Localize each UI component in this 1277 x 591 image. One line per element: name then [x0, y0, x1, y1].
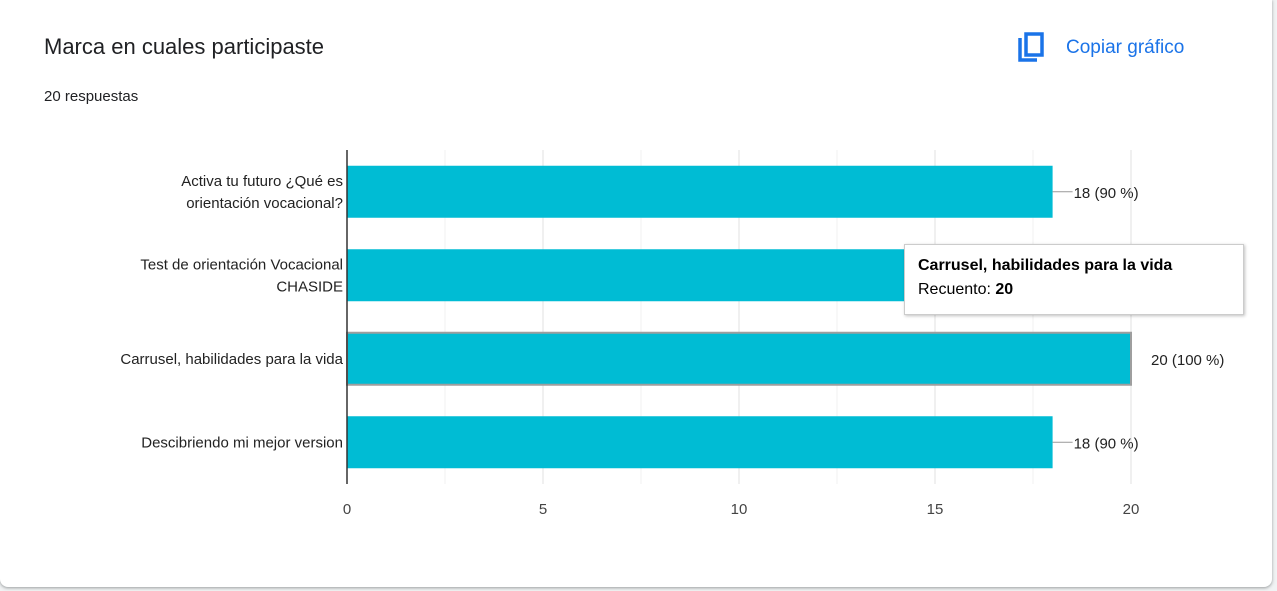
tooltip-count: Recuento: 20 [918, 281, 1243, 299]
copy-chart-label: Copiar gráfico [1066, 37, 1185, 58]
tooltip-title: Carrusel, habilidades para la vida [918, 257, 1173, 274]
category-label: Activa tu futuro ¿Qué es [181, 173, 343, 190]
copy-icon [1014, 31, 1048, 65]
x-tick-label: 10 [731, 501, 748, 518]
data-label: 20 (100 %) [1151, 352, 1224, 369]
category-label: orientación vocacional? [186, 195, 343, 212]
x-tick-label: 5 [539, 501, 547, 518]
x-tick-label: 15 [927, 501, 944, 518]
category-label: Carrusel, habilidades para la vida [120, 351, 343, 368]
x-tick-label: 20 [1123, 501, 1140, 518]
tooltip-count-label: Recuento: [918, 281, 991, 298]
x-tick-label: 0 [343, 501, 351, 518]
bar[interactable] [347, 165, 1053, 218]
bar[interactable] [346, 331, 1132, 386]
category-label: Descibriendo mi mejor version [141, 434, 343, 451]
data-label: 18 (90 %) [1074, 435, 1139, 452]
category-label: CHASIDE [276, 278, 343, 295]
chart-tooltip: Carrusel, habilidades para la vida Recue… [904, 244, 1244, 315]
bar[interactable] [347, 416, 1053, 469]
chart-title: Marca en cuales participaste [44, 34, 325, 59]
copy-chart-button[interactable]: Copiar gráfico [1014, 28, 1184, 68]
tooltip-count-value: 20 [995, 281, 1014, 298]
data-label: 18 (90 %) [1074, 185, 1139, 202]
response-count: 20 respuestas [44, 88, 139, 105]
category-label: Test de orientación Vocacional [140, 256, 343, 273]
